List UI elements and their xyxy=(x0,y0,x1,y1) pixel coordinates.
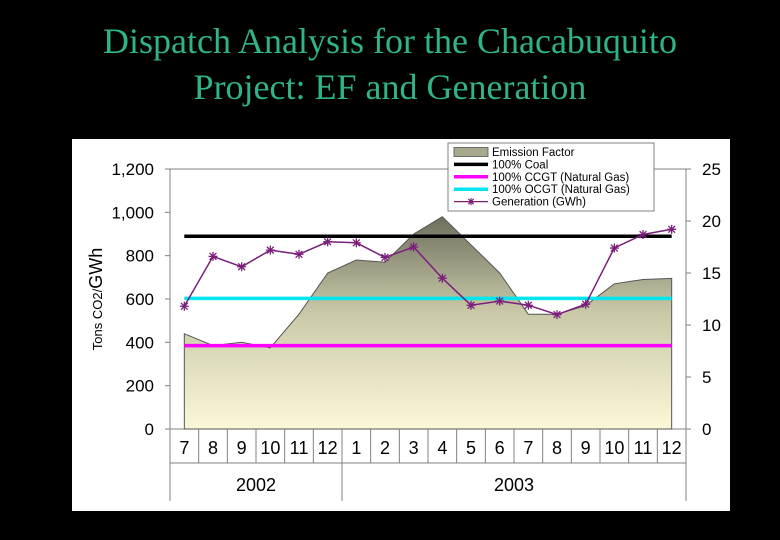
x-tick-label: 12 xyxy=(662,438,682,458)
x-tick-label: 9 xyxy=(581,438,591,458)
y-left-tick-label: 400 xyxy=(126,333,154,352)
legend-label: Emission Factor xyxy=(492,147,575,159)
generation-line xyxy=(183,228,672,316)
chart-panel: 0 200 400 600 800 1,000 1,200 0 5 10 15 20 25 Tons CO… xyxy=(72,139,730,511)
x-tick-label: 12 xyxy=(318,438,338,458)
slide-title-line-1: Dispatch Analysis for the Chacabuquito xyxy=(103,21,677,61)
generation-marker xyxy=(294,249,304,259)
x-tick-label: 2 xyxy=(380,438,390,458)
legend-label: 100% Coal xyxy=(492,159,548,171)
y-right-tick-label: 20 xyxy=(702,212,721,231)
y-right-tick-label: 0 xyxy=(702,420,711,439)
y-left-axis-title: Tons CO2/GWh xyxy=(86,248,106,350)
legend-swatch xyxy=(453,147,489,157)
x-tick-label: 7 xyxy=(179,438,189,458)
generation-marker xyxy=(265,245,275,255)
x-year-label: 2002 xyxy=(236,475,276,495)
generation-marker xyxy=(552,310,562,320)
slide-title-line-2: Project: EF and Generation xyxy=(193,67,587,107)
generation-marker xyxy=(638,230,648,240)
y-left-tick-label: 0 xyxy=(145,420,154,439)
x-tick-label: 7 xyxy=(523,438,533,458)
y-left-tick-label: 200 xyxy=(126,377,154,396)
x-year-label: 2003 xyxy=(494,475,534,495)
x-tick-label: 4 xyxy=(437,438,447,458)
generation-marker xyxy=(466,300,476,310)
generation-marker xyxy=(380,252,390,262)
legend-marker xyxy=(467,198,475,206)
legend-label: 100% CCGT (Natural Gas) xyxy=(492,172,629,184)
generation-marker xyxy=(323,237,333,247)
y-right-tick-label: 25 xyxy=(702,160,721,179)
x-tick-label: 8 xyxy=(208,438,218,458)
generation-marker xyxy=(581,299,591,309)
x-tick-label: 10 xyxy=(604,438,624,458)
generation-marker xyxy=(237,262,247,272)
generation-marker xyxy=(523,300,533,310)
y-right-tick-label: 5 xyxy=(702,368,711,387)
generation-marker xyxy=(495,296,505,306)
y-left-tick-label: 1,000 xyxy=(111,203,154,222)
generation-marker xyxy=(609,243,619,253)
x-tick-label: 6 xyxy=(495,438,505,458)
legend-label: Generation (GWh) xyxy=(492,197,586,209)
generation-marker xyxy=(409,242,419,252)
y-right-tick-label: 15 xyxy=(702,264,721,283)
y-left-tick-label: 800 xyxy=(126,247,154,266)
x-tick-label: 11 xyxy=(634,438,653,458)
legend-label: 100% OCGT (Natural Gas) xyxy=(492,184,630,196)
x-tick-label: 8 xyxy=(552,438,562,458)
slide-title: Dispatch Analysis for the Chacabuquito P… xyxy=(0,18,780,110)
x-tick-label: 9 xyxy=(237,438,247,458)
x-tick-label: 10 xyxy=(260,438,280,458)
y-left-tick-label: 1,200 xyxy=(111,160,154,179)
generation-marker xyxy=(667,224,677,234)
generation-marker xyxy=(179,301,189,311)
x-tick-label: 3 xyxy=(409,438,419,458)
generation-marker xyxy=(351,238,361,248)
generation-marker xyxy=(208,251,218,261)
y-right-tick-label: 10 xyxy=(702,316,721,335)
generation-marker xyxy=(437,273,447,283)
x-tick-label: 5 xyxy=(466,438,476,458)
x-tick-label: 1 xyxy=(351,438,361,458)
y-left-tick-label: 600 xyxy=(126,290,154,309)
x-tick-label: 11 xyxy=(290,438,309,458)
